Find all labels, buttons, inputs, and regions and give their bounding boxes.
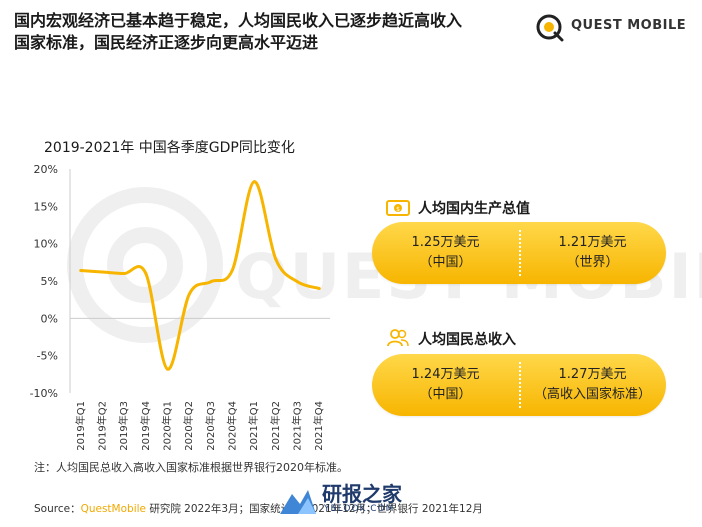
people-icon xyxy=(386,328,410,348)
gdp-china-value: 1.25万美元 xyxy=(411,235,480,250)
x-tick-label: 2020年Q2 xyxy=(182,401,195,451)
source-rest: 研究院 2022年3月；国家统计局 2021年12月；世界银行 2021年12月 xyxy=(146,503,483,515)
chart-axes xyxy=(69,169,330,393)
source-brand: QuestMobile xyxy=(80,503,146,515)
gdp-growth-line xyxy=(79,180,321,371)
gdp-china: 1.25万美元 （中国） xyxy=(372,222,519,284)
x-tick-label: 2020年Q3 xyxy=(204,401,217,451)
gni-china-value: 1.24万美元 xyxy=(411,367,480,382)
questmobile-logo: QUEST MOBILE xyxy=(535,12,695,42)
y-tick-label: 0% xyxy=(41,312,58,325)
x-tick-label: 2021年Q3 xyxy=(291,401,304,451)
headline: 国内宏观经济已基本趋于稳定，人均国民收入已逐步趋近高收入 国家标准，国民经济正逐… xyxy=(14,10,534,54)
money-icon: $ xyxy=(386,198,410,218)
gni-china: 1.24万美元 （中国） xyxy=(372,354,519,416)
gdp-world: 1.21万美元 （世界） xyxy=(519,222,666,284)
gni-pill: 1.24万美元 （中国） 1.27万美元 （高收入国家标准） xyxy=(372,354,666,416)
badge-subtitle: YBLOOK.COM xyxy=(324,504,395,514)
gdp-world-value: 1.21万美元 xyxy=(558,235,627,250)
gdp-data-point xyxy=(101,270,104,274)
source-line: Source：QuestMobile 研究院 2022年3月；国家统计局 202… xyxy=(34,501,483,516)
logo-icon xyxy=(536,14,564,42)
gni-section-title: 人均国民总收入 xyxy=(418,332,516,348)
x-tick-label: 2019年Q2 xyxy=(96,401,109,451)
x-tick-label: 2021年Q4 xyxy=(312,401,325,451)
gdp-china-label: （中国） xyxy=(419,255,472,270)
gdp-data-point xyxy=(317,286,321,290)
x-tick-label: 2019年Q4 xyxy=(139,401,152,451)
gdp-line-chart: 20%15%10%5%0%-5%-10% 2019年Q1 2019年Q2 2019年… xyxy=(30,163,330,451)
y-tick-labels: 20% 15% 10% 5% 0% -5% -10% xyxy=(30,163,58,400)
chart-title: 2019-2021年 中国各季度GDP同比变化 xyxy=(44,140,295,156)
gdp-section-title: 人均国内生产总值 xyxy=(418,201,530,217)
yblook-icon xyxy=(280,490,316,514)
headline-line-2: 国家标准，国民经济正逐步向更高水平迈进 xyxy=(14,33,319,52)
x-tick-labels: 2019年Q1 2019年Q2 2019年Q3 2019年Q4 2020年Q1 2020年… xyxy=(74,401,325,451)
gdp-data-point xyxy=(274,257,278,261)
logo-text: QUEST MOBILE xyxy=(571,18,687,33)
y-tick-label: 20% xyxy=(34,163,58,176)
y-tick-label: 15% xyxy=(34,200,58,213)
gdp-data-point xyxy=(144,272,148,276)
x-tick-label: 2021年Q1 xyxy=(247,401,260,451)
y-tick-label: -10% xyxy=(30,387,58,400)
gdp-pill: 1.25万美元 （中国） 1.21万美元 （世界） xyxy=(372,222,666,284)
gdp-data-point xyxy=(187,292,191,296)
gni-high-income-label: （高收入国家标准） xyxy=(533,387,651,402)
pill-divider xyxy=(519,362,521,408)
gdp-data-point xyxy=(296,280,299,284)
gni-high-income-value: 1.27万美元 xyxy=(558,367,627,382)
gdp-data-point xyxy=(166,367,169,371)
source-prefix: Source： xyxy=(34,503,81,515)
x-tick-label: 2021年Q2 xyxy=(269,401,282,451)
gdp-world-label: （世界） xyxy=(566,255,619,270)
gdp-data-point xyxy=(122,272,126,276)
gdp-data-point xyxy=(209,280,213,284)
y-tick-label: 10% xyxy=(34,238,58,251)
gdp-data-point xyxy=(231,268,234,272)
gni-china-label: （中国） xyxy=(419,387,472,402)
headline-line-1: 国内宏观经济已基本趋于稳定，人均国民收入已逐步趋近高收入 xyxy=(14,11,463,30)
pill-divider xyxy=(519,230,521,276)
svg-text:$: $ xyxy=(396,206,400,213)
x-tick-label: 2020年Q1 xyxy=(161,401,174,451)
gdp-data-point xyxy=(252,180,256,184)
yblook-badge: 研报之家 YBLOOK.COM xyxy=(278,478,438,520)
y-tick-label: -5% xyxy=(37,350,58,363)
x-tick-label: 2019年Q1 xyxy=(74,401,87,451)
gdp-growth-points xyxy=(79,180,321,371)
y-tick-label: 5% xyxy=(41,275,58,288)
footnote: 注：人均国民总收入高收入国家标准根据世界银行2020年标准。 xyxy=(34,461,348,474)
gdp-data-point xyxy=(79,269,83,273)
x-tick-label: 2019年Q3 xyxy=(117,401,130,451)
badge-title: 研报之家 xyxy=(322,482,402,506)
x-tick-label: 2020年Q4 xyxy=(226,401,239,451)
gni-high-income: 1.27万美元 （高收入国家标准） xyxy=(519,354,666,416)
